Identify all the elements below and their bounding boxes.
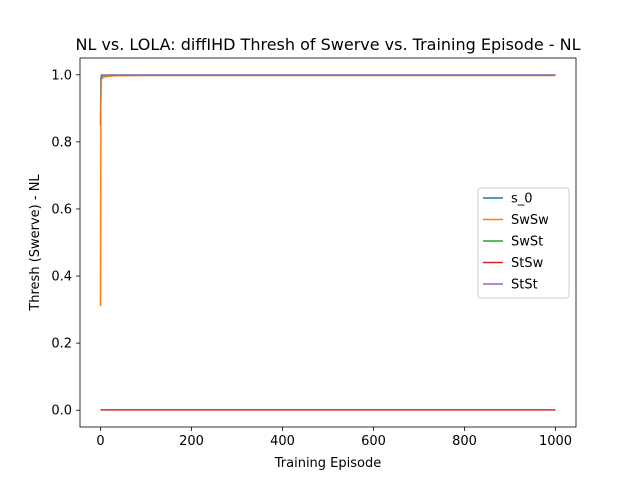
y-axis-label: Thresh (Swerve) - NL: [28, 174, 43, 312]
x-tick-label: 0: [96, 434, 104, 449]
chart-title: NL vs. LOLA: diffIHD Thresh of Swerve vs…: [75, 35, 580, 54]
x-tick-label: 600: [361, 434, 386, 449]
legend-label-swsw: SwSw: [511, 213, 549, 228]
legend: s_0 SwSw SwSt StSw StSt: [477, 187, 570, 299]
legend-label-swst: SwSt: [511, 235, 543, 250]
y-tick-label: 0.4: [51, 270, 72, 285]
x-axis-label: Training Episode: [274, 456, 381, 471]
x-tick-label: 800: [452, 434, 477, 449]
x-tick-label: 400: [270, 434, 295, 449]
plot-frame: [79, 57, 577, 428]
y-tick-label: 0.8: [51, 135, 72, 150]
y-tick-label: 0.0: [51, 404, 72, 419]
y-tick-label: 1.0: [51, 68, 72, 83]
series-layer: [99, 74, 556, 411]
legend-label-stsw: StSw: [511, 256, 544, 271]
legend-label-stst: StSt: [511, 278, 538, 293]
x-tick-label: 200: [179, 434, 204, 449]
x-tick-label: 1000: [539, 434, 572, 449]
y-tick-label: 0.2: [51, 337, 72, 352]
legend-label-s-0: s_0: [511, 192, 533, 207]
series-line-s-0: [99, 74, 556, 126]
y-tick-label: 0.6: [51, 202, 72, 217]
ticks-layer: 0 200 400 600 800 1000 0.0 0.2 0.4 0.6 0.8 1.0: [51, 68, 572, 449]
legend-frame: [477, 187, 570, 299]
